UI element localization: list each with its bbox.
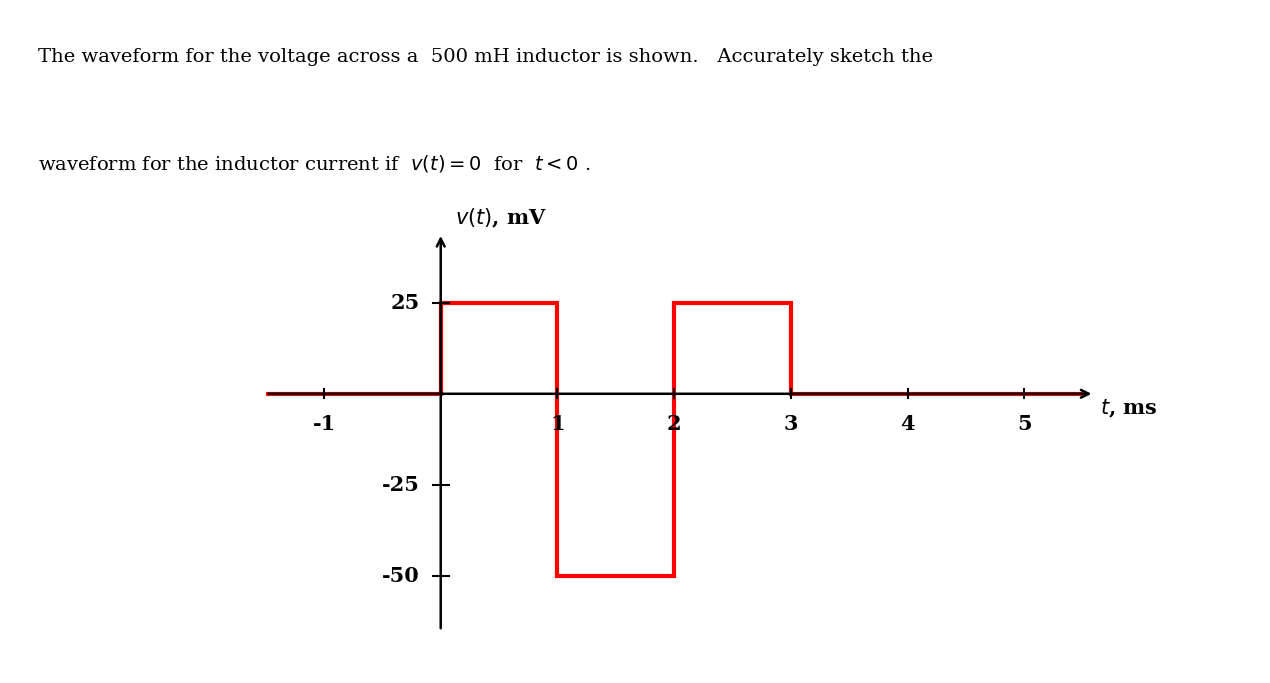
Text: 3: 3 [784,414,798,434]
Text: 4: 4 [900,414,914,434]
Text: waveform for the inductor current if  $v(t)=0$  for  $t<0$ .: waveform for the inductor current if $v(… [38,153,591,174]
Text: $v(t)$, mV: $v(t)$, mV [455,206,546,229]
Text: -25: -25 [382,475,419,495]
Text: The waveform for the voltage across a  500 mH inductor is shown.   Accurately sk: The waveform for the voltage across a 50… [38,48,933,66]
Text: -50: -50 [382,566,419,586]
Text: 25: 25 [390,292,419,313]
Text: $t$, ms: $t$, ms [1100,398,1158,419]
Text: 2: 2 [667,414,682,434]
Text: 1: 1 [550,414,565,434]
Text: -1: -1 [312,414,335,434]
Text: 5: 5 [1017,414,1031,434]
